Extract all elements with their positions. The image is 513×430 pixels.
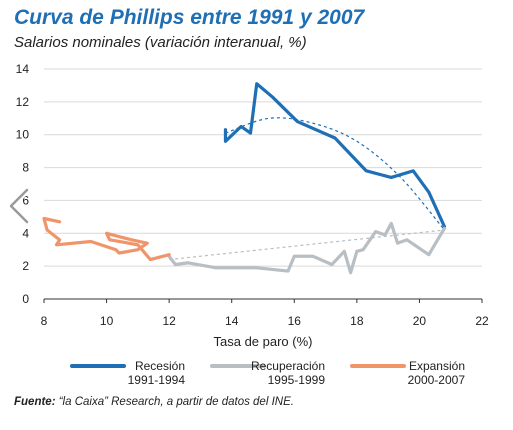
x-tick-label: 10 (100, 314, 114, 328)
x-tick-label: 14 (225, 314, 239, 328)
series-lines (42, 82, 447, 275)
y-axis-ticks: 0 2 4 6 8 10 12 14 (16, 62, 30, 306)
previous-arrow-button[interactable] (0, 186, 38, 226)
legend-label: Recuperación (251, 359, 325, 373)
x-tick-label: 8 (41, 314, 48, 328)
grid-lines (44, 68, 482, 300)
trend-line-series-2 (169, 229, 445, 261)
series-line-2 (167, 221, 447, 275)
source-text: “la Caixa” Research, a partir de datos d… (55, 396, 294, 408)
y-tick-label: 12 (16, 95, 30, 109)
y-tick-label: 4 (22, 226, 29, 240)
series-line-3 (42, 216, 171, 262)
source-label: Fuente: (14, 396, 56, 408)
source-note: Fuente: “la Caixa” Research, a partir de… (14, 396, 294, 408)
chart-title: Curva de Phillips entre 1991 y 2007 (14, 6, 365, 29)
x-axis-ticks: 8 10 12 14 16 18 20 22 (41, 299, 489, 328)
x-tick-label: 12 (162, 314, 176, 328)
y-tick-label: 2 (22, 259, 29, 273)
series-line-1 (223, 82, 447, 229)
y-tick-label: 6 (22, 193, 29, 207)
y-tick-label: 14 (16, 62, 30, 76)
trend-lines (169, 117, 445, 261)
legend-label: Expansión (409, 359, 465, 373)
x-tick-label: 18 (350, 314, 364, 328)
y-tick-label: 10 (16, 128, 30, 142)
x-tick-label: 16 (288, 314, 302, 328)
chart-subtitle: Salarios nominales (variación interanual… (14, 34, 307, 51)
legend-period: 1995-1999 (268, 373, 326, 387)
x-axis-label: Tasa de paro (%) (214, 334, 313, 349)
legend-period: 1991-1994 (128, 373, 186, 387)
x-tick-label: 20 (413, 314, 427, 328)
legend-period: 2000-2007 (408, 373, 466, 387)
trend-line-series-1 (225, 117, 445, 231)
y-tick-label: 8 (22, 161, 29, 175)
chevron-left-icon (7, 186, 31, 226)
x-tick-label: 22 (475, 314, 489, 328)
legend-label: Recesión (135, 359, 185, 373)
y-tick-label: 0 (22, 292, 29, 306)
